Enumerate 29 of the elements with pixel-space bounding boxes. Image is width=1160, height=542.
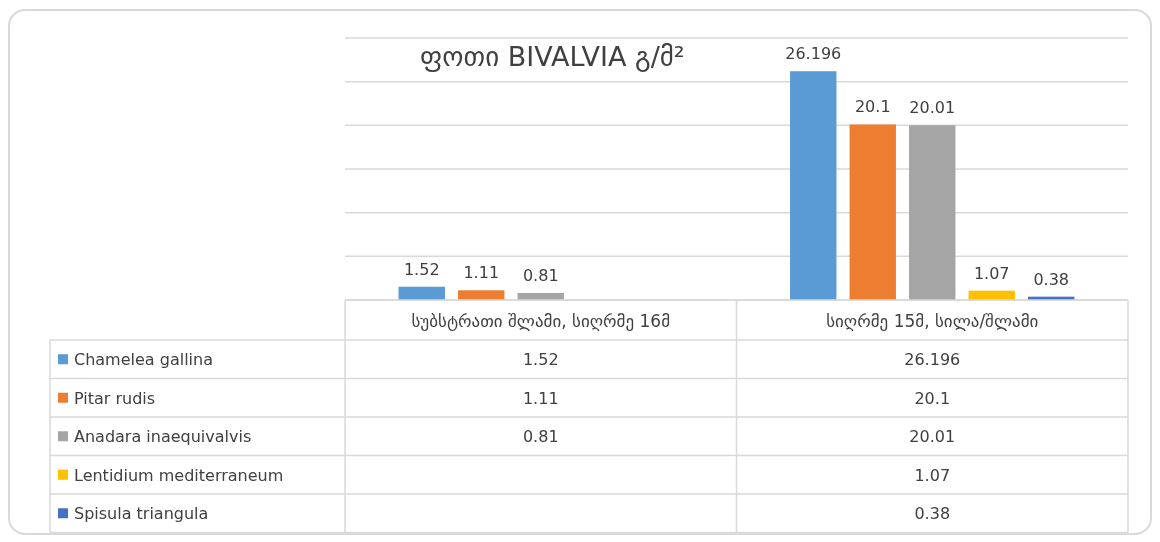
x-tick-label: სუბსტრათი შლამი, სიღრმე 16მ	[411, 311, 671, 331]
x-tick-label: სიღრმე 15მ, სილა/შლამი	[826, 311, 1039, 331]
text: 1.11	[522, 388, 559, 408]
chart-title: ფოთი BIVALVIA გ/მ²	[420, 41, 685, 72]
bar	[790, 71, 837, 300]
data-label: 20.1	[854, 97, 891, 117]
data-label: 1.52	[403, 259, 440, 279]
bar	[849, 124, 896, 300]
text: 20.1	[914, 388, 951, 408]
bar	[909, 125, 956, 300]
data-label: 26.196	[785, 44, 842, 64]
legend-label: Lentidium mediterraneum	[74, 465, 284, 485]
data-label: 1.11	[463, 263, 500, 283]
text: 0.81	[522, 427, 559, 447]
legend-label: Pitar rudis	[74, 388, 156, 408]
text: 1.52	[522, 350, 559, 370]
legend-label: Chamelea gallina	[74, 350, 213, 370]
text: 26.196	[904, 350, 961, 370]
data-label: 1.07	[973, 263, 1010, 283]
text: 1.07	[914, 465, 951, 485]
text: 0.38	[914, 504, 951, 524]
legend-label: Spisula triangula	[74, 504, 209, 524]
data-label: 0.81	[522, 265, 559, 285]
bar	[398, 286, 445, 300]
text: 20.01	[909, 427, 956, 447]
legend-label: Anadara inaequivalvis	[74, 427, 252, 447]
bar	[458, 290, 505, 300]
data-label: 20.01	[909, 98, 956, 118]
data-label: 0.38	[1033, 269, 1070, 289]
